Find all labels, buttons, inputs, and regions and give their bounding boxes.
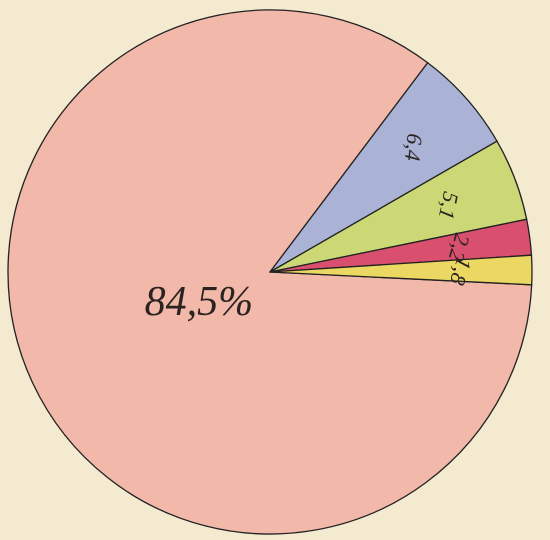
slice-label: 84,5% (145, 279, 254, 325)
slice-label: 6,4 (400, 132, 428, 162)
page: {"chart_data": {"type": "pie", "categori… (0, 0, 550, 540)
chart: 84,5%6,45,12,21,8 (0, 0, 550, 540)
